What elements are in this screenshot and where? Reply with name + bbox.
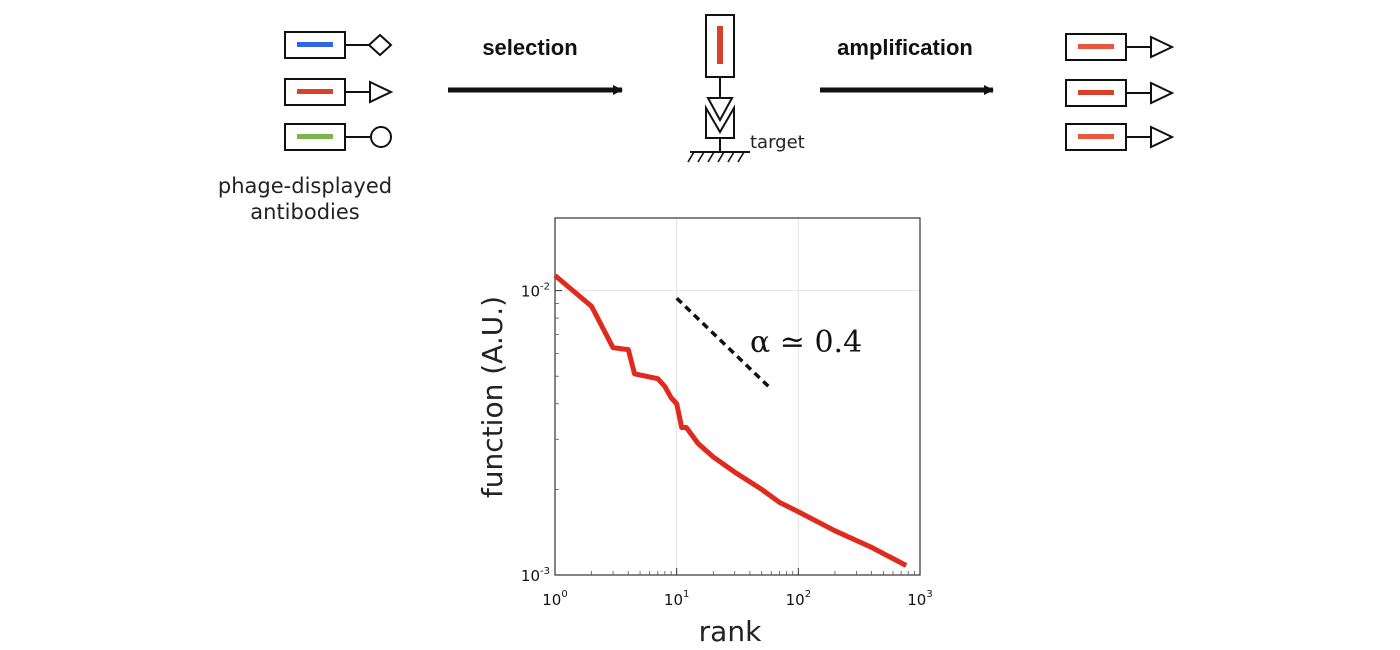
amplified-antibodies [1065, 33, 1175, 151]
blue-bar [297, 42, 333, 47]
amplification-step: amplification [820, 35, 994, 95]
x-axis-label: rank [699, 615, 762, 648]
x-tick-label: 102 [786, 589, 811, 609]
triangle-icon [369, 80, 394, 104]
chart-tick-labels: 100 101 102 103 10-3 10-2 [521, 282, 933, 609]
ground-hatch [687, 151, 745, 163]
diamond-icon [367, 33, 393, 57]
amplified-antibody [1065, 33, 1175, 61]
receptor-icon [705, 104, 735, 139]
antibody-red-triangle [284, 78, 394, 106]
bound-antibody [705, 14, 735, 123]
antibody-blue-diamond [284, 31, 393, 59]
green-bar [297, 134, 333, 139]
reference-slope-line [675, 296, 770, 388]
target-receptor: target [687, 104, 805, 163]
target-label: target [750, 132, 805, 153]
amplified-antibody [1065, 123, 1175, 151]
y-axis-label: function (A.U.) [476, 296, 509, 498]
antibody-library: phage-displayed antibodies [218, 31, 394, 224]
red-bar [297, 89, 333, 94]
y-tick-label: 10-2 [521, 282, 550, 301]
chart-ticks [554, 278, 921, 576]
plot-frame [554, 217, 921, 576]
rank-function-chart: 100 101 102 103 10-3 10-2 α ≃ 0.4 rank functi… [476, 217, 933, 648]
selection-label: selection [482, 35, 577, 60]
function-curve [553, 273, 908, 568]
library-label-line2: antibodies [250, 200, 359, 224]
triangle-icon [1150, 35, 1175, 59]
triangle-down-icon [706, 97, 734, 123]
amplified-antibody [1065, 79, 1175, 107]
triangle-icon [1150, 81, 1175, 105]
antibody-green-circle [284, 123, 392, 151]
x-tick-label: 103 [907, 589, 932, 609]
chart-grid [555, 218, 920, 575]
x-tick-label: 101 [664, 589, 689, 609]
selection-step: selection [448, 35, 623, 95]
exponent-annotation: α ≃ 0.4 [750, 325, 862, 360]
library-label-line1: phage-displayed [218, 174, 392, 198]
red-bar-vertical [717, 26, 723, 64]
triangle-icon [1150, 125, 1175, 149]
amplification-label: amplification [837, 35, 973, 60]
y-tick-label: 10-3 [521, 566, 550, 585]
x-tick-label: 100 [542, 589, 567, 609]
circle-icon [370, 126, 392, 148]
